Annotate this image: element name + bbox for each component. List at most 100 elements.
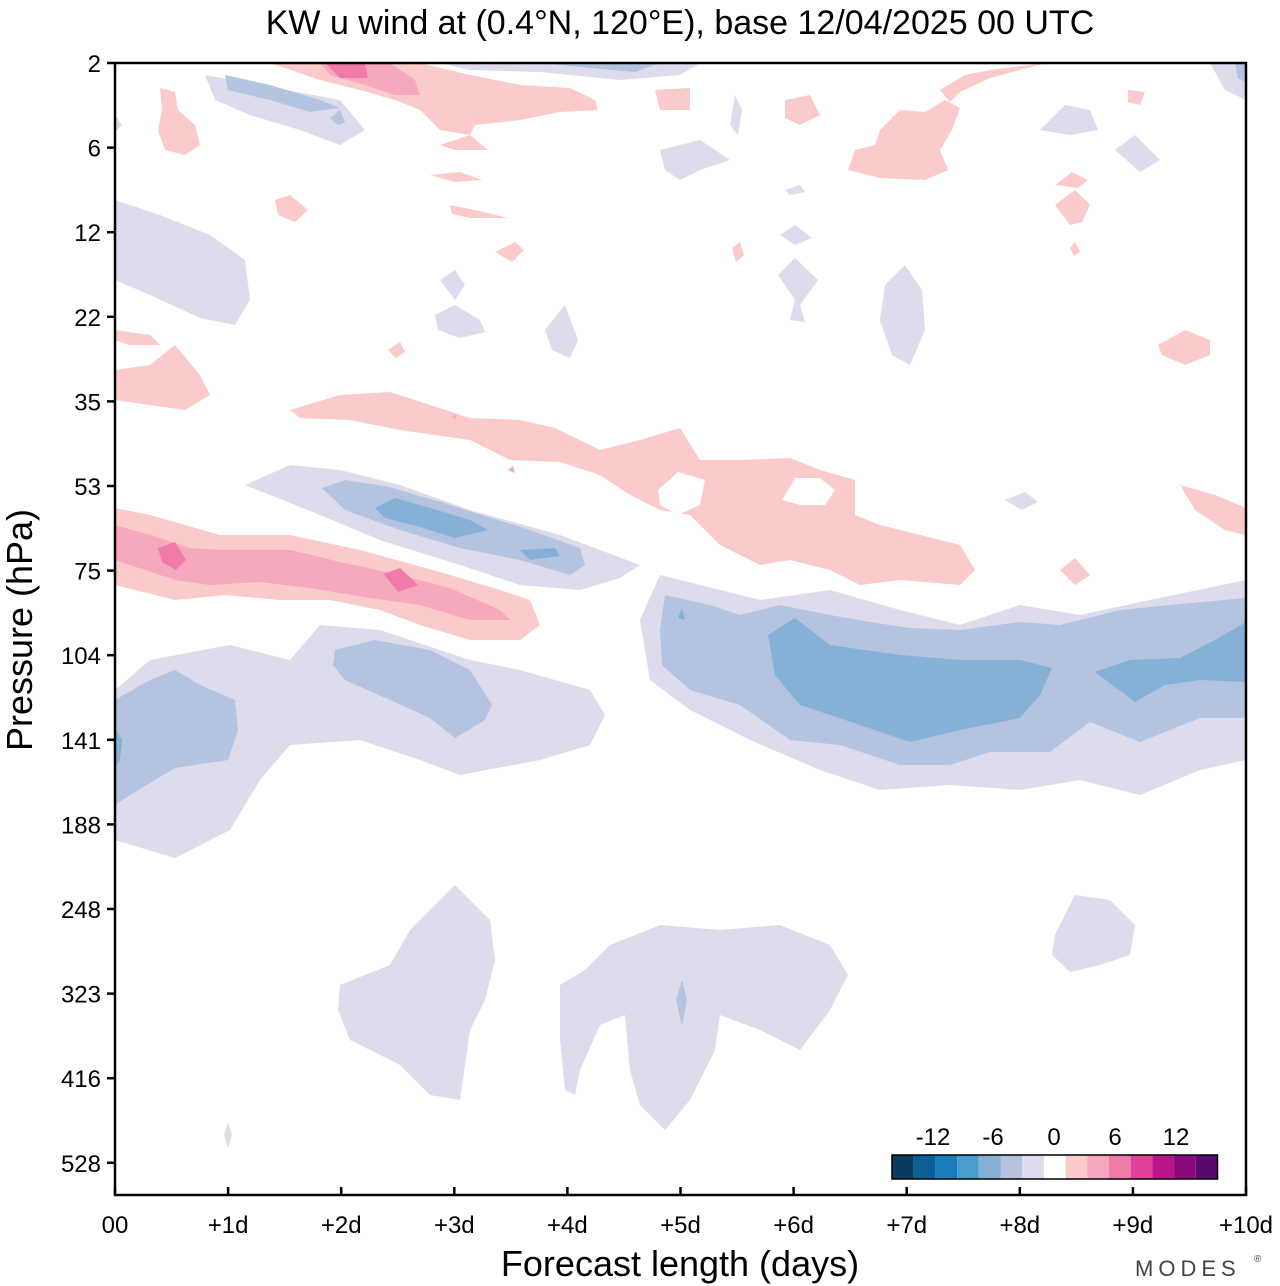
contour-pos-light-10b xyxy=(1055,190,1090,225)
colorbar-tick-label: 6 xyxy=(1108,1124,1121,1151)
contour-neg-dark-60 xyxy=(375,498,488,538)
colorbar-tick-label: -12 xyxy=(916,1124,951,1151)
x-tick-label: 00 xyxy=(102,1212,129,1239)
colorbar-swatch xyxy=(1065,1155,1088,1179)
y-axis-title: Pressure (hPa) xyxy=(0,509,40,751)
contour-pos-bright-75b xyxy=(384,568,418,592)
contour-pos-light-55 xyxy=(1180,485,1246,535)
colorbar-swatch xyxy=(1087,1155,1109,1179)
x-tick-label: +10d xyxy=(1219,1212,1273,1239)
contour-neg-mid-dot xyxy=(330,110,345,125)
contour-pos-light-45 xyxy=(290,392,975,585)
y-tick-label: 53 xyxy=(74,474,101,501)
contour-neg-mid-top xyxy=(225,75,340,112)
colorbar-swatch xyxy=(1152,1155,1175,1179)
contour-neg-dark-75 xyxy=(520,548,560,560)
x-tick-label: +3d xyxy=(434,1212,475,1239)
colorbar-swatch xyxy=(1195,1155,1218,1179)
colorbar-swatch xyxy=(1174,1155,1196,1179)
contour-pos-light-14 xyxy=(1070,242,1080,256)
contour-neg-mid-tr xyxy=(1235,63,1246,82)
contour-pos-bright-top xyxy=(325,63,368,78)
colorbar-legend: -12 -6 0 6 12 xyxy=(891,1124,1219,1180)
contour-neg-light-300a xyxy=(338,885,495,1100)
contour-neg-light-6a xyxy=(660,140,730,180)
x-tick-label: +1d xyxy=(208,1212,249,1239)
contour-pos-light-4d xyxy=(1128,90,1145,105)
contour-neg-mid-top2 xyxy=(540,63,660,72)
contour-pos-light-25 xyxy=(115,330,160,345)
colorbar-tick-label: 12 xyxy=(1163,1124,1190,1151)
contour-neg-light-300b xyxy=(560,925,848,1130)
y-tick-label: 416 xyxy=(61,1066,101,1093)
contour-pos-light-4c xyxy=(785,95,820,125)
colorbar-frame xyxy=(891,1154,1219,1180)
contour-pos-light-27b xyxy=(1158,330,1210,365)
y-tick-label: 248 xyxy=(61,897,101,924)
contour-hole-2 xyxy=(782,478,835,505)
contour-neg-mid-104 xyxy=(333,640,492,738)
y-tick-label: 141 xyxy=(61,728,101,755)
contour-neg-light-side xyxy=(115,115,122,132)
registered-mark: ® xyxy=(1254,1254,1262,1265)
colorbar-tick-label: -6 xyxy=(982,1124,1003,1151)
x-tick-label: +7d xyxy=(886,1212,927,1239)
contour-neg-light-14 xyxy=(780,225,812,245)
colorbar-swatch xyxy=(1022,1155,1044,1179)
modes-logo: MODES xyxy=(1135,1256,1241,1281)
colorbar-swatch xyxy=(913,1155,936,1179)
contour-pos-light-dot-b xyxy=(508,466,515,473)
y-tick-label: 22 xyxy=(74,305,101,332)
contour-neg-light-12 xyxy=(115,200,250,325)
y-tick-label: 188 xyxy=(61,812,101,839)
contour-pos-light-27 xyxy=(388,342,405,358)
contour-neg-mid-323 xyxy=(676,980,687,1025)
contour-neg-light-25 xyxy=(880,265,925,365)
colorbar-swatch xyxy=(1000,1155,1023,1179)
contour-pos-light-top-r xyxy=(940,63,1046,102)
contour-pos-light-6 xyxy=(440,135,488,150)
contour-neg-light-10 xyxy=(785,185,805,195)
y-tick-label: 528 xyxy=(61,1151,101,1178)
x-axis: 00 +1d +2d +3d +4d +5d +6d +7d +8d +9d +10d xyxy=(102,1187,1273,1239)
contour-pos-light-15 xyxy=(495,242,524,262)
contour-pos-light-10 xyxy=(450,205,508,218)
contour-neg-dark-right xyxy=(768,618,1052,742)
x-tick-label: +9d xyxy=(1113,1212,1154,1239)
contour-pos-light-15b xyxy=(732,242,744,262)
contour-neg-light-280 xyxy=(1052,895,1135,972)
contour-neg-mid-90 xyxy=(678,608,685,620)
x-tick-label: +5d xyxy=(660,1212,701,1239)
contour-neg-light-20 xyxy=(778,258,818,322)
colorbar-swatch xyxy=(1130,1155,1153,1179)
contour-pos-light-6c xyxy=(848,100,960,180)
contour-neg-light-18 xyxy=(440,270,465,300)
contour-pos-bright-75a xyxy=(158,542,186,570)
x-tick-label: +8d xyxy=(999,1212,1040,1239)
y-tick-label: 6 xyxy=(88,136,101,163)
y-tick-label: 323 xyxy=(61,982,101,1009)
colorbar-swatch xyxy=(1109,1155,1131,1179)
contour-neg-light-lower xyxy=(115,625,605,858)
y-tick-label: 35 xyxy=(74,389,101,416)
colorbar-tick-label: 0 xyxy=(1047,1124,1060,1151)
chart-title: KW u wind at (0.4°N, 120°E), base 12/04/… xyxy=(266,4,1095,42)
contour-pos-light-72 xyxy=(1060,558,1090,585)
y-tick-label: 12 xyxy=(74,220,101,247)
contour-neg-dark-104b xyxy=(1095,622,1246,702)
colorbar-swatch xyxy=(935,1155,958,1179)
contour-pos-light-4b xyxy=(655,88,690,110)
y-tick-label: 75 xyxy=(74,559,101,586)
contour-neg-light-dot xyxy=(224,1122,232,1148)
contour-pos-light-8a xyxy=(430,172,482,182)
contour-pos-mid-75 xyxy=(115,525,510,620)
contour-neg-light-60b xyxy=(1005,492,1038,510)
contour-pos-light-8b xyxy=(1055,172,1088,188)
contour-neg-mid-lower xyxy=(115,670,238,805)
contour-neg-light-22b xyxy=(545,305,578,358)
y-tick-label: 2 xyxy=(88,51,101,78)
contour-pos-light-9 xyxy=(275,195,308,222)
colorbar-swatch xyxy=(892,1155,914,1179)
x-tick-label: +2d xyxy=(321,1212,362,1239)
